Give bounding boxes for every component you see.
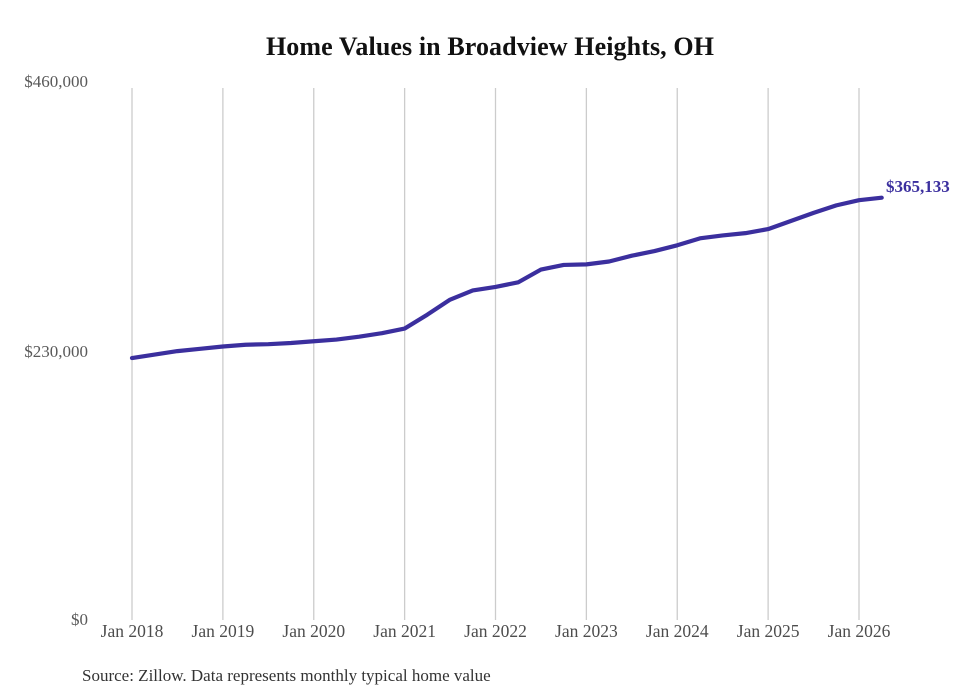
x-axis-tick-label: Jan 2026 (827, 621, 891, 641)
end-point-value-label: $365,133 (886, 177, 950, 196)
x-axis-tick-label: Jan 2025 (736, 621, 800, 641)
y-axis-tick-label-mid: $230,000 (24, 342, 88, 361)
gridlines-group (131, 88, 860, 620)
x-axis-tick-label: Jan 2020 (282, 621, 346, 641)
x-axis-tick-label: Jan 2024 (645, 621, 709, 641)
chart-title: Home Values in Broadview Heights, OH (265, 32, 715, 61)
y-axis-tick-label-zero: $0 (71, 610, 88, 629)
x-axis-tick-label: Jan 2021 (373, 621, 436, 641)
x-axis-tick-label: Jan 2022 (464, 621, 527, 641)
x-axis-tick-label: Jan 2018 (100, 621, 164, 641)
y-axis-tick-label-top: $460,000 (24, 72, 88, 91)
x-axis-tick-label: Jan 2023 (555, 621, 618, 641)
x-axis-tick-label: Jan 2019 (191, 621, 255, 641)
home-value-line-series (129, 195, 884, 361)
source-note: Source: Zillow. Data represents monthly … (82, 666, 491, 685)
